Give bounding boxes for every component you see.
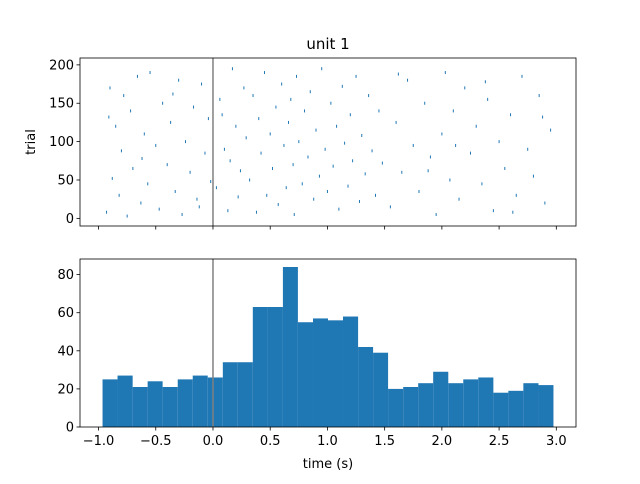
bar (102, 379, 118, 427)
x-tick-label: 2.5 (489, 434, 510, 449)
chart-title: unit 1 (306, 35, 349, 53)
bar (147, 381, 163, 427)
x-tick-label: −0.5 (140, 434, 172, 449)
bar (267, 307, 283, 427)
x-axis-label: time (s) (303, 457, 353, 472)
bar (373, 352, 389, 427)
x-tick-label: 1.0 (317, 434, 338, 449)
bar (358, 347, 374, 427)
bar (418, 383, 434, 427)
bar (433, 371, 449, 427)
bar (313, 318, 328, 427)
y-axis-label: trial (24, 129, 39, 155)
x-tick-label: 0.0 (203, 434, 224, 449)
bar (207, 377, 223, 427)
x-tick-label: 0.5 (260, 434, 281, 449)
bar (538, 385, 554, 427)
bar (192, 375, 208, 427)
bar (282, 267, 298, 427)
x-tick-label: 2.0 (432, 434, 453, 449)
bar (162, 387, 178, 427)
bar (177, 379, 193, 427)
x-tick-label: 1.5 (374, 434, 395, 449)
bar (132, 387, 148, 427)
bar (403, 387, 419, 427)
x-tick-label: 3.0 (546, 434, 567, 449)
bar (478, 377, 494, 427)
y-tick-label: 40 (57, 344, 74, 359)
bar (448, 383, 464, 427)
bar (388, 388, 404, 427)
y-tick-label: 0 (66, 421, 74, 436)
bar (508, 390, 524, 427)
bar (222, 362, 238, 427)
bar (493, 392, 509, 427)
y-tick-label: 200 (49, 58, 74, 73)
bar (117, 375, 133, 427)
x-tick-label: −1.0 (83, 434, 115, 449)
y-tick-label: 0 (66, 212, 74, 227)
bar (237, 362, 253, 427)
y-tick-label: 80 (57, 268, 74, 283)
y-tick-label: 20 (57, 382, 74, 397)
bar (328, 320, 343, 427)
axes-frame (79, 258, 577, 428)
y-tick-label: 100 (49, 135, 74, 150)
axes-frame (79, 57, 577, 227)
bar (523, 383, 539, 427)
y-tick-label: 60 (57, 306, 74, 321)
y-tick-label: 50 (57, 173, 74, 188)
bar (342, 316, 359, 427)
bar (252, 307, 268, 427)
bar (297, 322, 314, 427)
y-tick-label: 150 (49, 97, 74, 112)
bar (463, 379, 479, 427)
